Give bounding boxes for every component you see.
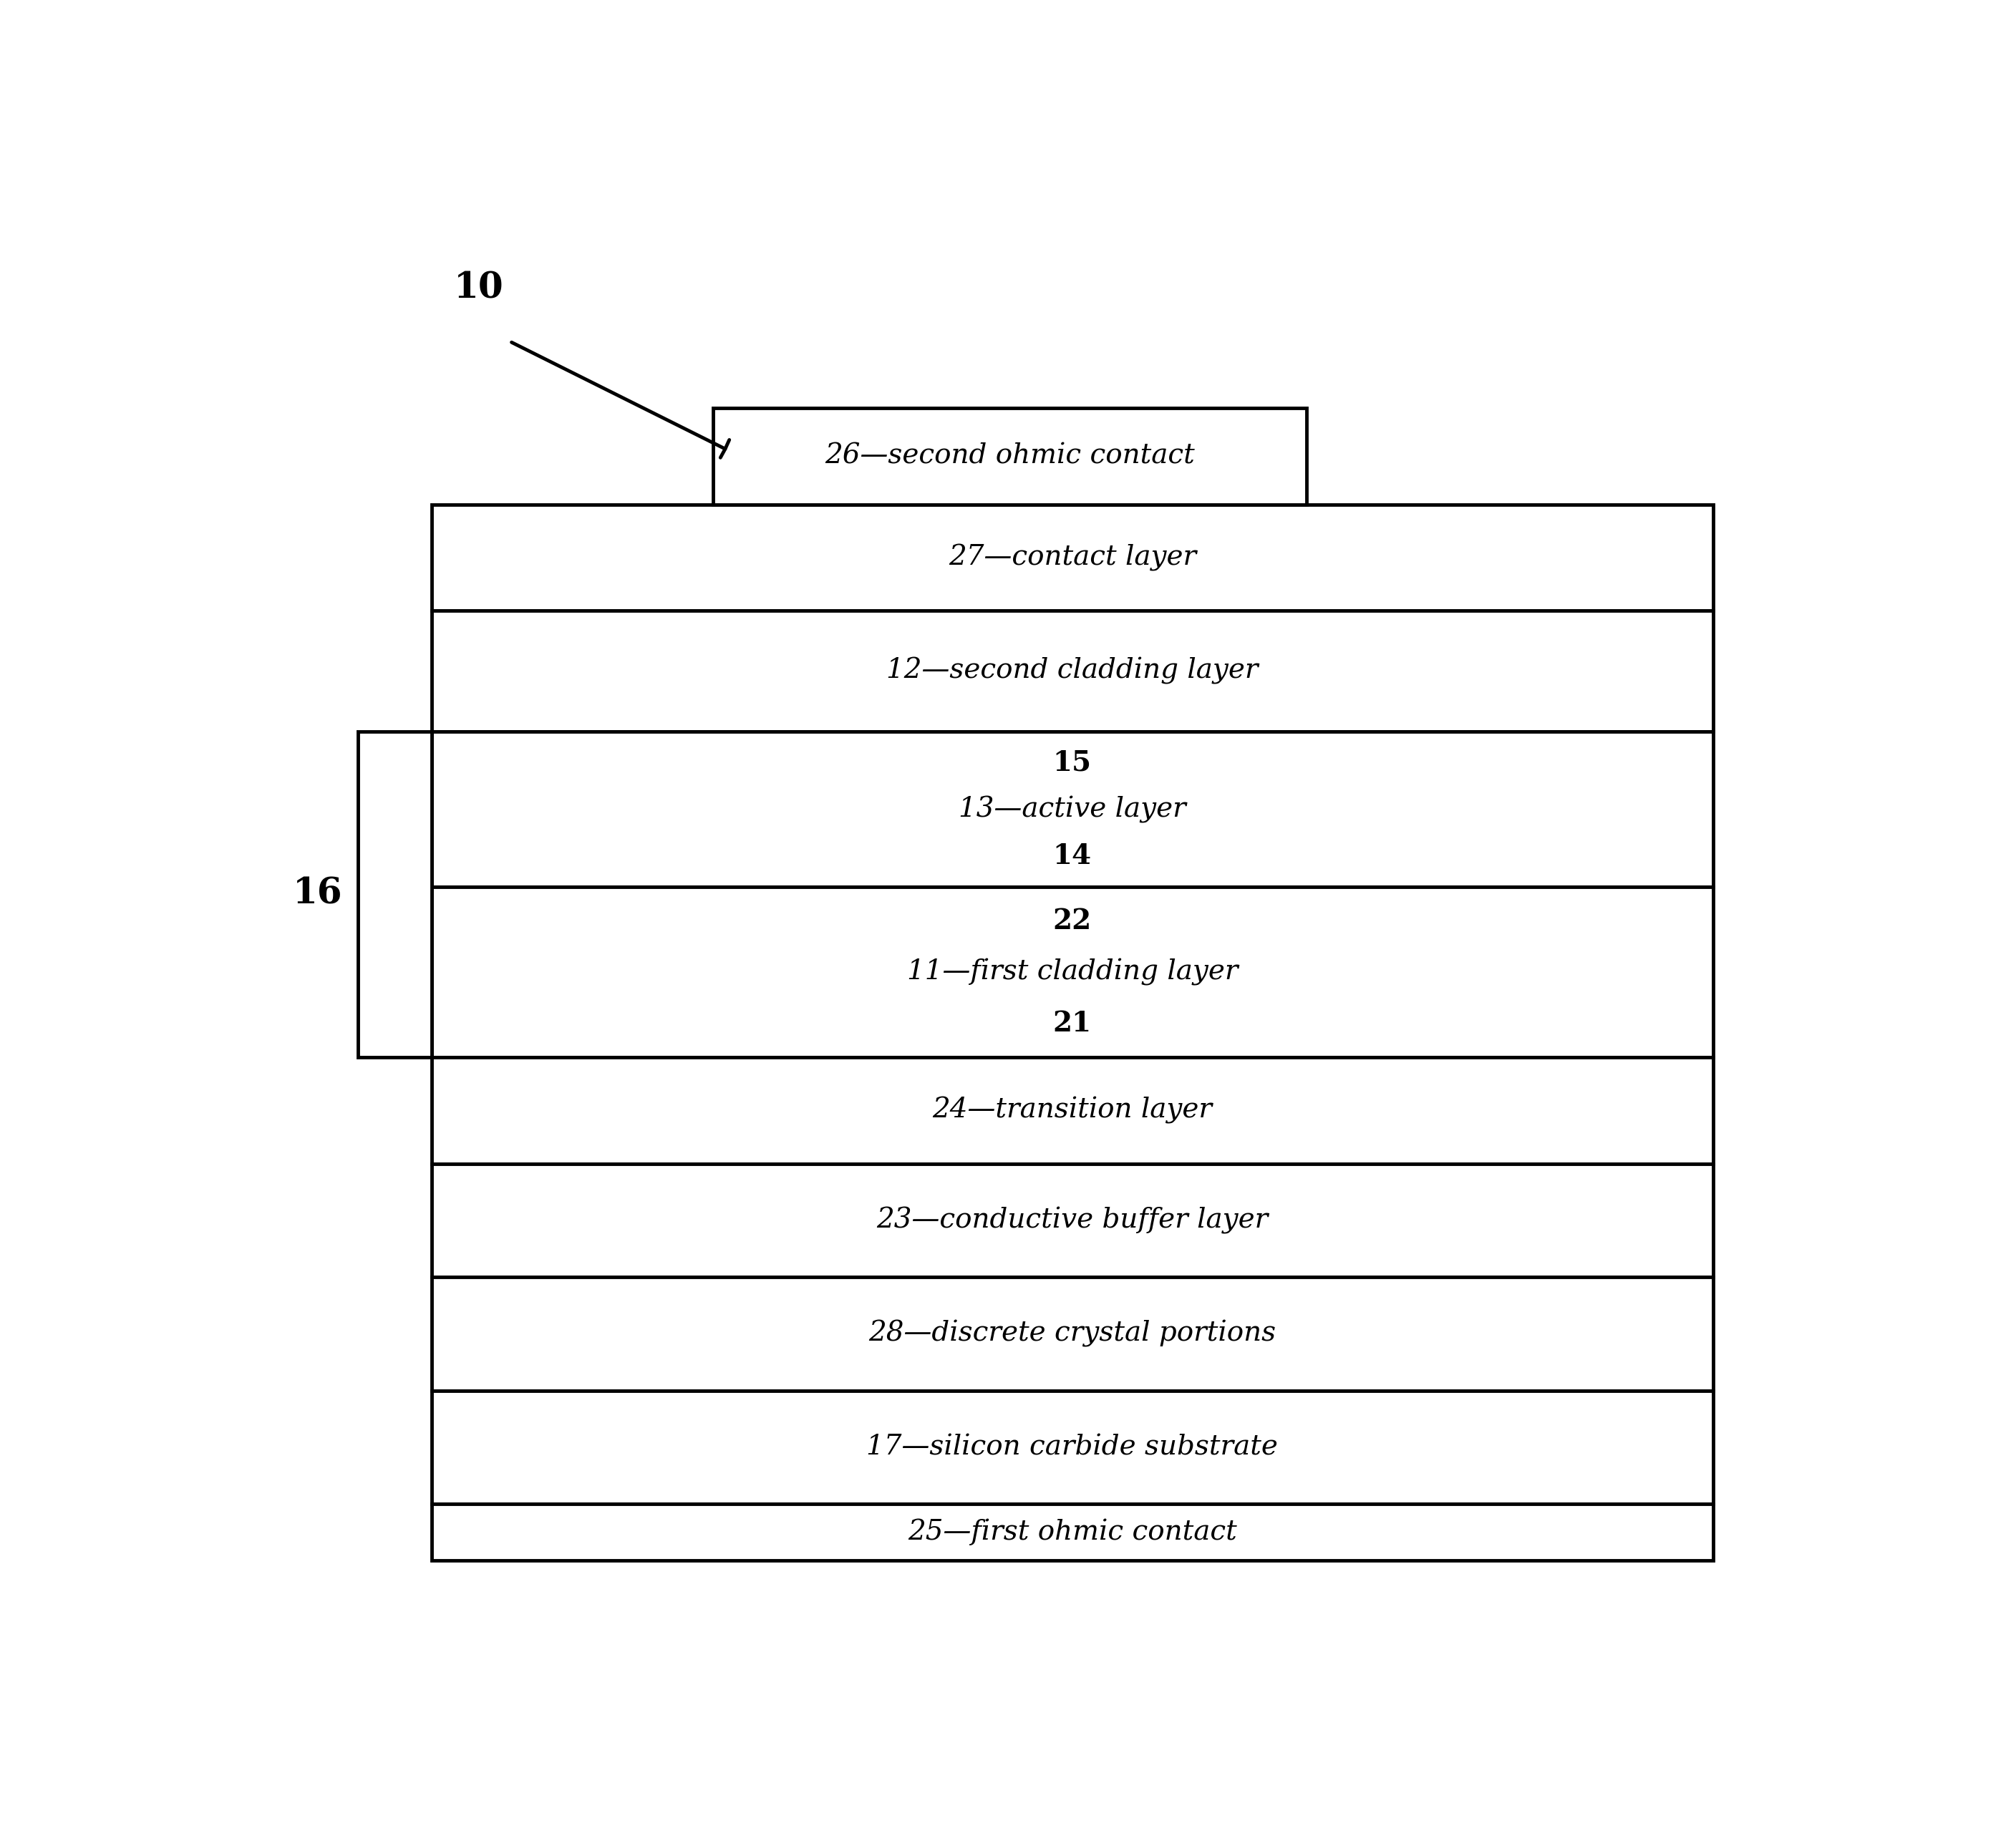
Text: 22: 22 bbox=[1052, 908, 1093, 935]
Bar bbox=[431, 611, 1714, 731]
Bar bbox=[431, 504, 1714, 611]
Bar bbox=[431, 887, 1714, 1057]
Text: 12—second cladding layer: 12—second cladding layer bbox=[887, 657, 1258, 685]
Text: 24—transition layer: 24—transition layer bbox=[931, 1097, 1212, 1125]
Text: 23—conductive buffer layer: 23—conductive buffer layer bbox=[877, 1206, 1268, 1233]
Text: 17—silicon carbide substrate: 17—silicon carbide substrate bbox=[867, 1434, 1278, 1460]
Bar bbox=[431, 1164, 1714, 1278]
Bar bbox=[431, 731, 1714, 887]
Text: 13—active layer: 13—active layer bbox=[958, 795, 1185, 823]
Bar bbox=[431, 1390, 1714, 1504]
Bar bbox=[431, 1504, 1714, 1561]
Text: 15: 15 bbox=[1052, 749, 1091, 777]
Text: 28—discrete crystal portions: 28—discrete crystal portions bbox=[869, 1320, 1276, 1348]
Text: 26—second ohmic contact: 26—second ohmic contact bbox=[825, 444, 1195, 469]
Text: 14: 14 bbox=[1052, 843, 1091, 869]
Text: 27—contact layer: 27—contact layer bbox=[948, 543, 1195, 571]
Bar bbox=[359, 731, 431, 1057]
Bar bbox=[431, 1057, 1714, 1164]
Bar bbox=[431, 1278, 1714, 1390]
Bar bbox=[714, 409, 1306, 504]
Text: 25—first ohmic contact: 25—first ohmic contact bbox=[907, 1519, 1238, 1546]
Text: 16: 16 bbox=[292, 876, 343, 911]
Text: 11—first cladding layer: 11—first cladding layer bbox=[907, 959, 1238, 985]
Text: 10: 10 bbox=[454, 271, 504, 306]
Text: 21: 21 bbox=[1052, 1009, 1091, 1036]
